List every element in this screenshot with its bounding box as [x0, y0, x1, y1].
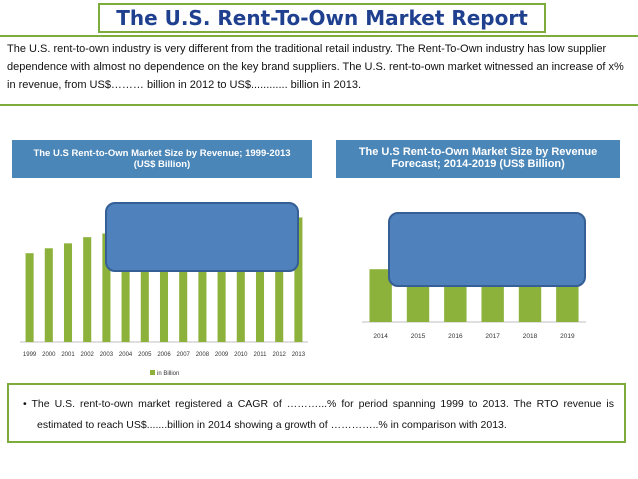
x-tick-label: 2018	[523, 333, 538, 340]
bar	[255, 221, 265, 342]
x-tick-label: 2002	[81, 352, 95, 358]
x-tick-label: 2019	[560, 333, 575, 340]
x-tick-label: 2009	[215, 352, 229, 358]
bar	[369, 269, 392, 322]
left-chart-header-line2: (US$ Billion)	[133, 159, 191, 170]
x-tick-label: 2013	[292, 352, 306, 358]
x-tick-label: 1999	[23, 352, 37, 358]
right-chart-header: The U.S Rent-to-Own Market Size by Reven…	[336, 140, 620, 178]
x-tick-label: 2006	[157, 352, 171, 358]
legend-swatch	[150, 370, 155, 375]
left-chart-header-line1: The U.S Rent-to-Own Market Size by Reven…	[33, 148, 291, 159]
intro-paragraph: The U.S. rent-to-own industry is very di…	[7, 43, 624, 91]
x-tick-label: 2010	[234, 352, 248, 358]
report-title-box: The U.S. Rent-To-Own Market Report	[98, 3, 546, 33]
bar	[217, 223, 226, 342]
x-tick-label: 2004	[119, 352, 133, 358]
bar	[44, 248, 53, 342]
x-tick-label: 2007	[177, 352, 191, 358]
bar	[102, 233, 111, 342]
x-tick-label: 2005	[138, 352, 152, 358]
left-chart-header: The U.S Rent-to-Own Market Size by Reven…	[12, 140, 312, 178]
x-tick-label: 2014	[373, 333, 388, 340]
x-tick-label: 2000	[42, 352, 56, 358]
x-tick-label: 2003	[100, 352, 114, 358]
summary-bullet: • The U.S. rent-to-own market registered…	[23, 398, 614, 431]
x-tick-label: 2016	[448, 333, 463, 340]
bar	[140, 228, 149, 342]
x-tick-label: 2012	[273, 352, 287, 358]
x-tick-label: 2008	[196, 352, 210, 358]
x-tick-label: 2011	[254, 352, 268, 358]
section-rule	[0, 104, 638, 106]
bar	[294, 217, 303, 342]
right-chart-header-line2: Forecast; 2014-2019 (US$ Billion)	[391, 158, 565, 170]
bar	[198, 224, 207, 342]
left-chart-callout	[105, 202, 299, 272]
legend-label: in Billion	[157, 371, 179, 377]
right-chart-callout	[388, 212, 586, 287]
title-rule	[0, 35, 638, 37]
bar	[275, 219, 284, 342]
bar	[179, 226, 188, 342]
report-title: The U.S. Rent-To-Own Market Report	[116, 6, 528, 30]
bar	[25, 253, 34, 342]
bar	[121, 231, 130, 342]
x-tick-label: 2001	[61, 352, 75, 358]
x-tick-label: 2017	[485, 333, 500, 340]
bar	[83, 237, 92, 342]
left-bar-chart: 1999 2000 2001 2002 2003 2004 2005 2006 2007 2008…	[20, 217, 308, 377]
bar	[236, 222, 245, 342]
bar	[159, 227, 169, 342]
right-chart-header-line1: The U.S Rent-to-Own Market Size by Reven…	[358, 146, 598, 158]
bar	[63, 243, 73, 342]
x-tick-label: 2015	[411, 333, 426, 340]
summary-box: • The U.S. rent-to-own market registered…	[7, 383, 626, 443]
